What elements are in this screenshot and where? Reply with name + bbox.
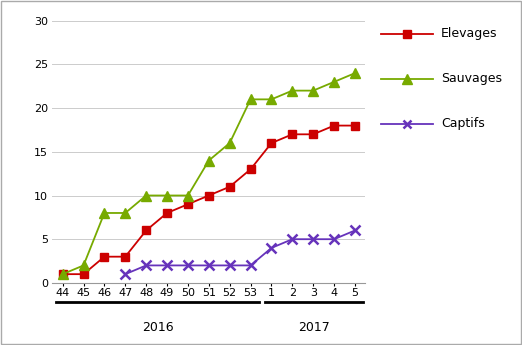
Captifs <box>143 263 149 267</box>
Line: Elevages: Elevages <box>59 122 359 278</box>
Sauvages <box>331 80 337 84</box>
Elevages <box>143 228 149 233</box>
Elevages <box>289 132 295 136</box>
Captifs <box>185 263 191 267</box>
Sauvages <box>352 71 358 75</box>
Elevages <box>206 194 212 198</box>
Captifs <box>164 263 170 267</box>
Sauvages <box>122 211 128 215</box>
Captifs <box>310 237 316 241</box>
Sauvages <box>268 97 275 101</box>
Captifs <box>206 263 212 267</box>
Elevages <box>164 211 170 215</box>
Elevages <box>227 185 233 189</box>
Line: Captifs: Captifs <box>121 226 360 279</box>
Sauvages <box>206 158 212 162</box>
Elevages <box>310 132 316 136</box>
Elevages <box>185 202 191 206</box>
Captifs <box>268 246 275 250</box>
Captifs <box>352 228 358 233</box>
Elevages <box>352 124 358 128</box>
Sauvages <box>247 97 254 101</box>
Sauvages <box>185 194 191 198</box>
Line: Sauvages: Sauvages <box>58 69 360 279</box>
Sauvages <box>60 272 66 276</box>
Captifs <box>122 272 128 276</box>
Elevages <box>60 272 66 276</box>
Elevages <box>122 255 128 259</box>
Sauvages <box>101 211 108 215</box>
Text: Captifs: Captifs <box>441 117 485 130</box>
Sauvages <box>143 194 149 198</box>
Text: Elevages: Elevages <box>441 27 497 40</box>
Captifs <box>331 237 337 241</box>
Sauvages <box>80 263 87 267</box>
Elevages <box>101 255 108 259</box>
Captifs <box>227 263 233 267</box>
Text: Sauvages: Sauvages <box>441 72 502 85</box>
Captifs <box>247 263 254 267</box>
Elevages <box>247 167 254 171</box>
Elevages <box>268 141 275 145</box>
Text: 2017: 2017 <box>299 321 330 334</box>
Sauvages <box>289 89 295 93</box>
Sauvages <box>227 141 233 145</box>
Sauvages <box>310 89 316 93</box>
Text: 2016: 2016 <box>142 321 173 334</box>
Elevages <box>80 272 87 276</box>
Elevages <box>331 124 337 128</box>
Sauvages <box>164 194 170 198</box>
Captifs <box>289 237 295 241</box>
